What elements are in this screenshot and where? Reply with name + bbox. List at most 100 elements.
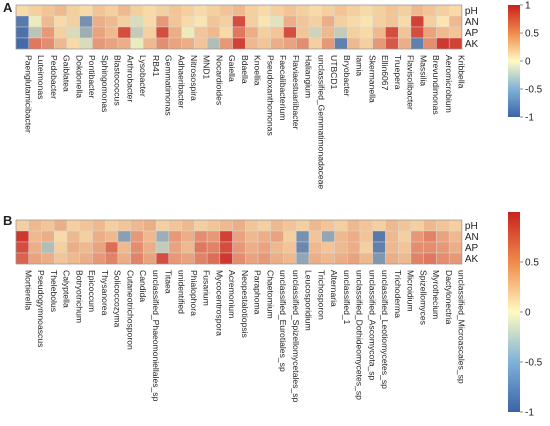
- column-label: Bdaella: [240, 55, 250, 84]
- column-label: Dactylonectria: [444, 270, 454, 325]
- heatmap-cell: [372, 241, 386, 254]
- heatmap-cell: [181, 219, 195, 232]
- column-label: Gemmatimonas: [164, 55, 174, 116]
- heatmap-cell: [283, 4, 297, 17]
- heatmap-cell: [321, 4, 335, 17]
- heatmap-cell: [410, 26, 424, 39]
- heatmap-cell: [92, 37, 106, 50]
- heatmap-cell: [398, 37, 412, 50]
- heatmap-cell: [117, 26, 131, 39]
- column-label: Luteimonas: [36, 55, 46, 99]
- heatmap-cell: [448, 15, 463, 28]
- heatmap-cell: [66, 252, 80, 265]
- heatmap-cell: [308, 241, 322, 254]
- colorbar-tick-label: -0.5: [525, 85, 543, 96]
- column-label: unclassified_1: [342, 270, 352, 325]
- heatmap-cell: [155, 252, 170, 265]
- heatmap-cell: [155, 241, 170, 254]
- column-label: Epicoccum: [87, 270, 97, 312]
- colorbar-tick-label: 0: [525, 308, 531, 319]
- heatmap-cell: [232, 241, 246, 254]
- heatmap-cell: [104, 4, 119, 17]
- heatmap-cell: [334, 26, 348, 39]
- heatmap-cell: [436, 15, 450, 28]
- heatmap-cell: [130, 219, 144, 232]
- column-label: Spizellomyces: [418, 270, 428, 325]
- heatmap-cell: [410, 15, 424, 28]
- column-label: Ellin6067: [380, 55, 390, 91]
- heatmap-cell: [372, 230, 386, 243]
- heatmap-cell: [104, 219, 119, 232]
- heatmap-cell: [334, 37, 348, 50]
- row-label: AK: [465, 39, 479, 50]
- heatmap-cell: [194, 26, 208, 39]
- heatmap-cell: [206, 4, 221, 17]
- heatmap-cell: [359, 219, 373, 232]
- heatmap-cell: [257, 26, 271, 39]
- heatmap-cell: [143, 37, 157, 50]
- heatmap-cell: [92, 241, 106, 254]
- heatmap-cell: [372, 219, 386, 232]
- heatmap-cell: [28, 241, 42, 254]
- heatmap-cell: [423, 37, 437, 50]
- heatmap-cell: [79, 4, 93, 17]
- colorbar-tick-label: -1: [525, 113, 534, 124]
- heatmap-cell: [347, 37, 361, 50]
- heatmap-cell: [359, 37, 373, 50]
- heatmap-cell: [372, 15, 386, 28]
- heatmap-cell: [28, 4, 42, 17]
- heatmap-cell: [423, 252, 437, 265]
- heatmap-cell: [321, 219, 335, 232]
- heatmap-cell: [359, 252, 373, 265]
- heatmap-cell: [168, 26, 182, 39]
- heatmap-cell: [92, 26, 106, 39]
- colorbar-tick-label: -1: [525, 408, 534, 419]
- heatmap-cell: [347, 241, 361, 254]
- row-label: AP: [465, 243, 479, 254]
- heatmap-cell: [155, 219, 170, 232]
- heatmap-cell: [79, 241, 93, 254]
- column-label: Neopestalotiopsis: [240, 270, 250, 338]
- column-label: Solicoccozyma: [113, 270, 123, 328]
- heatmap-cell: [448, 4, 463, 17]
- heatmap-cell: [398, 15, 412, 28]
- heatmap-cell: [410, 241, 424, 254]
- heatmap-cell: [168, 219, 182, 232]
- column-label: Pseudoxanthomonas: [265, 55, 275, 136]
- column-label: Calyptella: [62, 270, 72, 308]
- column-label: Lysobacter: [138, 55, 148, 97]
- heatmap-cell: [130, 37, 144, 50]
- column-label: Knoellia: [253, 55, 263, 86]
- heatmap-cell: [28, 230, 42, 243]
- heatmap-cell: [385, 252, 399, 265]
- heatmap-cell: [359, 15, 373, 28]
- heatmap-cell: [347, 230, 361, 243]
- heatmap-cell: [334, 4, 348, 17]
- heatmap-cell: [385, 15, 399, 28]
- heatmap-cell: [372, 252, 386, 265]
- heatmap-cell: [334, 252, 348, 265]
- heatmap-cell: [245, 26, 259, 39]
- heatmap-cell: [28, 37, 42, 50]
- heatmap-cell: [359, 26, 373, 39]
- heatmap-cell: [245, 230, 259, 243]
- heatmap-cell: [270, 241, 284, 254]
- heatmap-cell: [41, 241, 55, 254]
- heatmap-cell: [283, 219, 297, 232]
- heatmap-cell: [257, 4, 271, 17]
- column-label: Truepera: [393, 55, 403, 90]
- heatmap-cell: [155, 37, 170, 50]
- column-label: unclassified_Spizellomycetales_sp: [291, 270, 301, 403]
- heatmap-cell: [270, 4, 284, 17]
- heatmap-cell: [194, 230, 208, 243]
- heatmap-cell: [232, 252, 246, 265]
- heatmap-cell: [308, 37, 322, 50]
- heatmap-cell: [41, 15, 55, 28]
- column-label: Thelebolus: [49, 270, 59, 312]
- heatmap-cell: [398, 230, 412, 243]
- heatmap-cell: [15, 241, 29, 254]
- column-label: Massilia: [418, 55, 428, 86]
- heatmap-cell: [423, 15, 437, 28]
- row-label: AN: [465, 17, 479, 28]
